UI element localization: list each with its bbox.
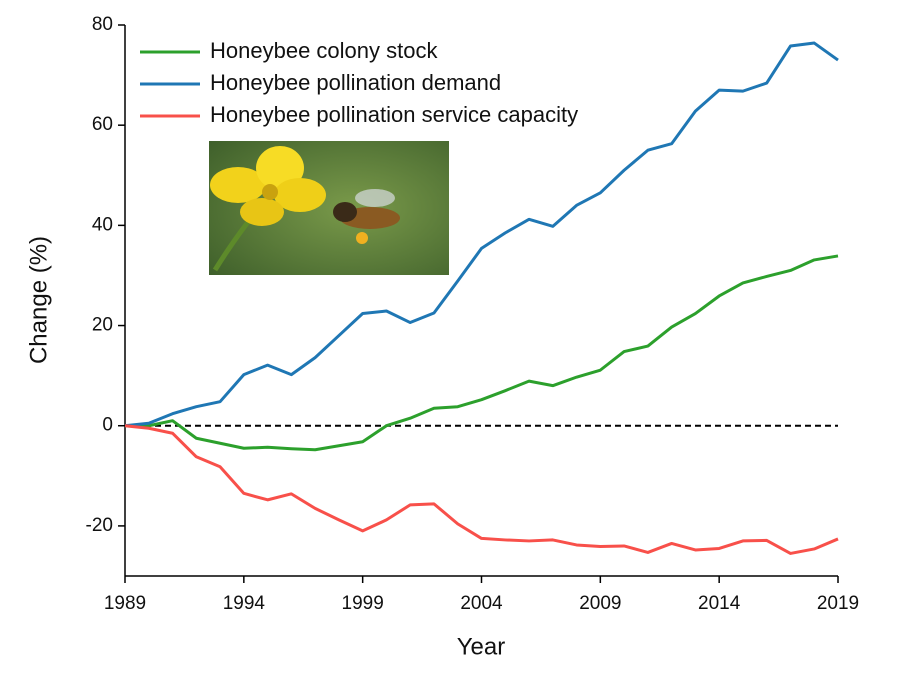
x-tick-label: 2009 [579,593,621,614]
series-line [124,424,839,555]
y-tick-label: 20 [92,315,113,336]
legend-label: Honeybee colony stock [210,38,438,63]
legend-label: Honeybee pollination service capacity [210,102,578,127]
x-tick-label: 1989 [104,593,146,614]
x-tick-label: 1999 [342,593,384,614]
photo [209,141,449,275]
y-tick-label: 80 [92,14,113,35]
x-tick-label: 2014 [698,593,741,614]
y-tick-label: 40 [92,214,113,235]
series-line [125,254,839,452]
y-tick-label: 60 [92,114,113,135]
legend-label: Honeybee pollination demand [210,70,501,95]
series-line [124,41,839,428]
y-tick-label: 0 [102,415,113,436]
x-tick-label: 1994 [223,593,266,614]
y-tick-label: -20 [86,515,113,536]
x-axis-label: Year [457,633,506,660]
x-tick-label: 2004 [460,593,503,614]
y-axis-label: Change (%) [25,236,52,364]
x-tick-label: 2019 [817,593,859,614]
